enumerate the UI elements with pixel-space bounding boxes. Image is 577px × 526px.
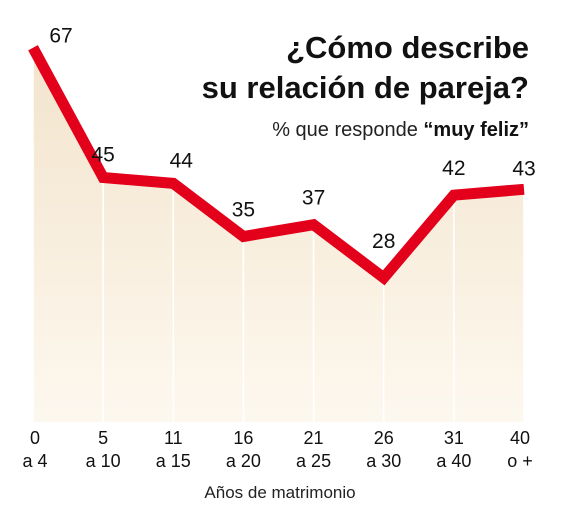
data-label-7: 43 [512,157,535,180]
data-label-3: 35 [232,199,255,222]
chart-title-line-2: su relación de pareja? [201,70,529,105]
x-tick-label-bottom-7: o + [507,451,533,471]
category-gridlines [32,51,525,422]
x-tick-label-top-6: 31 [444,428,464,448]
x-tick-label-bottom-4: a 25 [296,451,331,471]
x-tick-label-bottom-6: a 40 [436,451,471,471]
x-tick-label-bottom-3: a 20 [226,451,261,471]
subtitle-prefix: % que responde [272,119,418,141]
x-tick-label-top-5: 26 [374,428,394,448]
x-tick-label-top-3: 16 [233,428,253,448]
chart-subtitle: % que responde “muy feliz” [272,119,529,142]
x-axis-title: Años de matrimonio [204,483,356,502]
data-labels: 67 45 44 35 37 28 42 43 [49,25,535,253]
series-line [28,45,525,286]
x-tick-label-bottom-5: a 30 [366,451,401,471]
chart-title-line-1: ¿Cómo describe [286,30,529,65]
x-tick-label-top-0: 0 [30,428,40,448]
x-tick-label-top-2: 11 [164,428,183,448]
x-tick-label-top-4: 21 [304,428,324,448]
data-label-0: 67 [49,25,72,48]
x-tick-label-bottom-2: a 15 [156,451,191,471]
data-label-4: 37 [302,187,325,210]
data-label-5: 28 [372,230,395,253]
data-label-1: 45 [91,144,114,167]
data-label-2: 44 [170,149,194,172]
x-tick-labels: 0 a 4 5 a 10 11 a 15 16 a 20 21 a 25 26 a 30 31 a 40 4… [22,428,532,471]
data-label-6: 42 [442,157,465,180]
subtitle-emphasis: “muy feliz” [423,119,529,141]
x-tick-label-top-7: 40 [510,428,530,448]
x-tick-label-bottom-0: a 4 [22,451,47,471]
x-tick-label-bottom-1: a 10 [86,451,121,471]
x-tick-label-top-1: 5 [98,428,108,448]
